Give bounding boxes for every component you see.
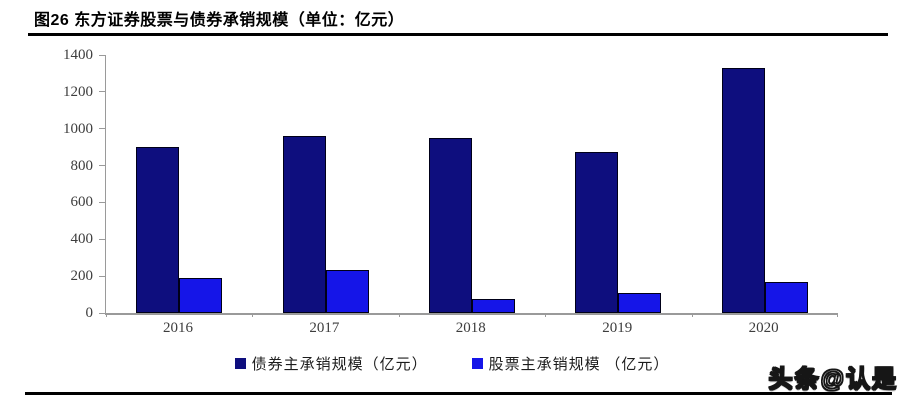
- bar-bond-2020: [721, 68, 765, 313]
- y-axis-labels: 0 200 400 600 800 1000 1200 1400: [55, 47, 99, 321]
- chart-title: 图26 东方证券股票与债券承销规模（单位：亿元）: [34, 12, 405, 29]
- y-axis-tick-1200: [99, 91, 105, 93]
- x-axis-tick-2: [398, 313, 400, 317]
- y-axis-tick-label-1400: 1400: [63, 47, 93, 63]
- y-axis-tick-label-0: 0: [85, 305, 94, 321]
- x-axis-labels: 2016 2017 2018 2019 2020: [105, 320, 837, 340]
- y-axis-tick-label-1000: 1000: [63, 120, 93, 137]
- bar-stock-2018: [472, 299, 515, 313]
- y-axis-tick-200: [99, 275, 105, 277]
- x-axis-label-2017: 2017: [309, 320, 340, 336]
- title-divider-rule: [28, 33, 888, 36]
- y-axis-tick-1000: [99, 128, 105, 130]
- x-axis-label-2018: 2018: [455, 320, 486, 336]
- bar-bond-2017: [282, 136, 326, 313]
- bar-stock-2016: [179, 278, 223, 313]
- x-axis-tick-5: [837, 313, 838, 317]
- x-axis-label-2019: 2019: [602, 320, 633, 336]
- bottom-rule: [25, 392, 892, 395]
- y-axis-tick-label-800: 800: [70, 157, 94, 174]
- bar-bond-2016: [136, 147, 180, 313]
- plot-area: [99, 54, 838, 317]
- legend-label-bond: 债券主承销规模（亿元）: [251, 357, 428, 373]
- y-axis-tick-600: [99, 201, 105, 203]
- y-axis-tick-400: [99, 238, 105, 240]
- x-axis-tick-4: [691, 313, 693, 317]
- legend-label-stock: 股票主承销规模 （亿元）: [488, 357, 670, 373]
- y-axis-tick-800: [99, 165, 105, 167]
- bar-stock-2020: [764, 282, 808, 313]
- y-axis-tick-1400: [99, 54, 105, 56]
- legend: 债券主承销规模（亿元） 股票主承销规模 （亿元）: [0, 353, 904, 374]
- y-axis-tick-label-600: 600: [70, 194, 94, 211]
- x-axis-label-2020: 2020: [748, 320, 779, 336]
- legend-swatch-bond: [234, 358, 246, 369]
- bar-stock-2017: [325, 270, 369, 313]
- x-axis-tick-0: [106, 313, 107, 317]
- legend-swatch-stock: [471, 358, 483, 369]
- x-axis-label-2016: 2016: [163, 320, 193, 336]
- y-axis-tick-label-1200: 1200: [63, 83, 93, 100]
- y-axis-tick-label-200: 200: [70, 268, 94, 285]
- bar-bond-2019: [575, 152, 619, 313]
- x-axis-tick-3: [545, 313, 547, 317]
- legend-item-bond: 债券主承销规模（亿元）: [234, 353, 428, 374]
- x-axis-tick-1: [252, 313, 254, 317]
- watermark-text: 头条@认是: [768, 365, 898, 393]
- y-axis-tick-label-400: 400: [70, 231, 94, 248]
- bar-stock-2019: [618, 293, 662, 313]
- legend-item-stock: 股票主承销规模 （亿元）: [471, 353, 670, 374]
- bar-bond-2018: [429, 138, 472, 313]
- y-axis-tick-0: [99, 312, 105, 314]
